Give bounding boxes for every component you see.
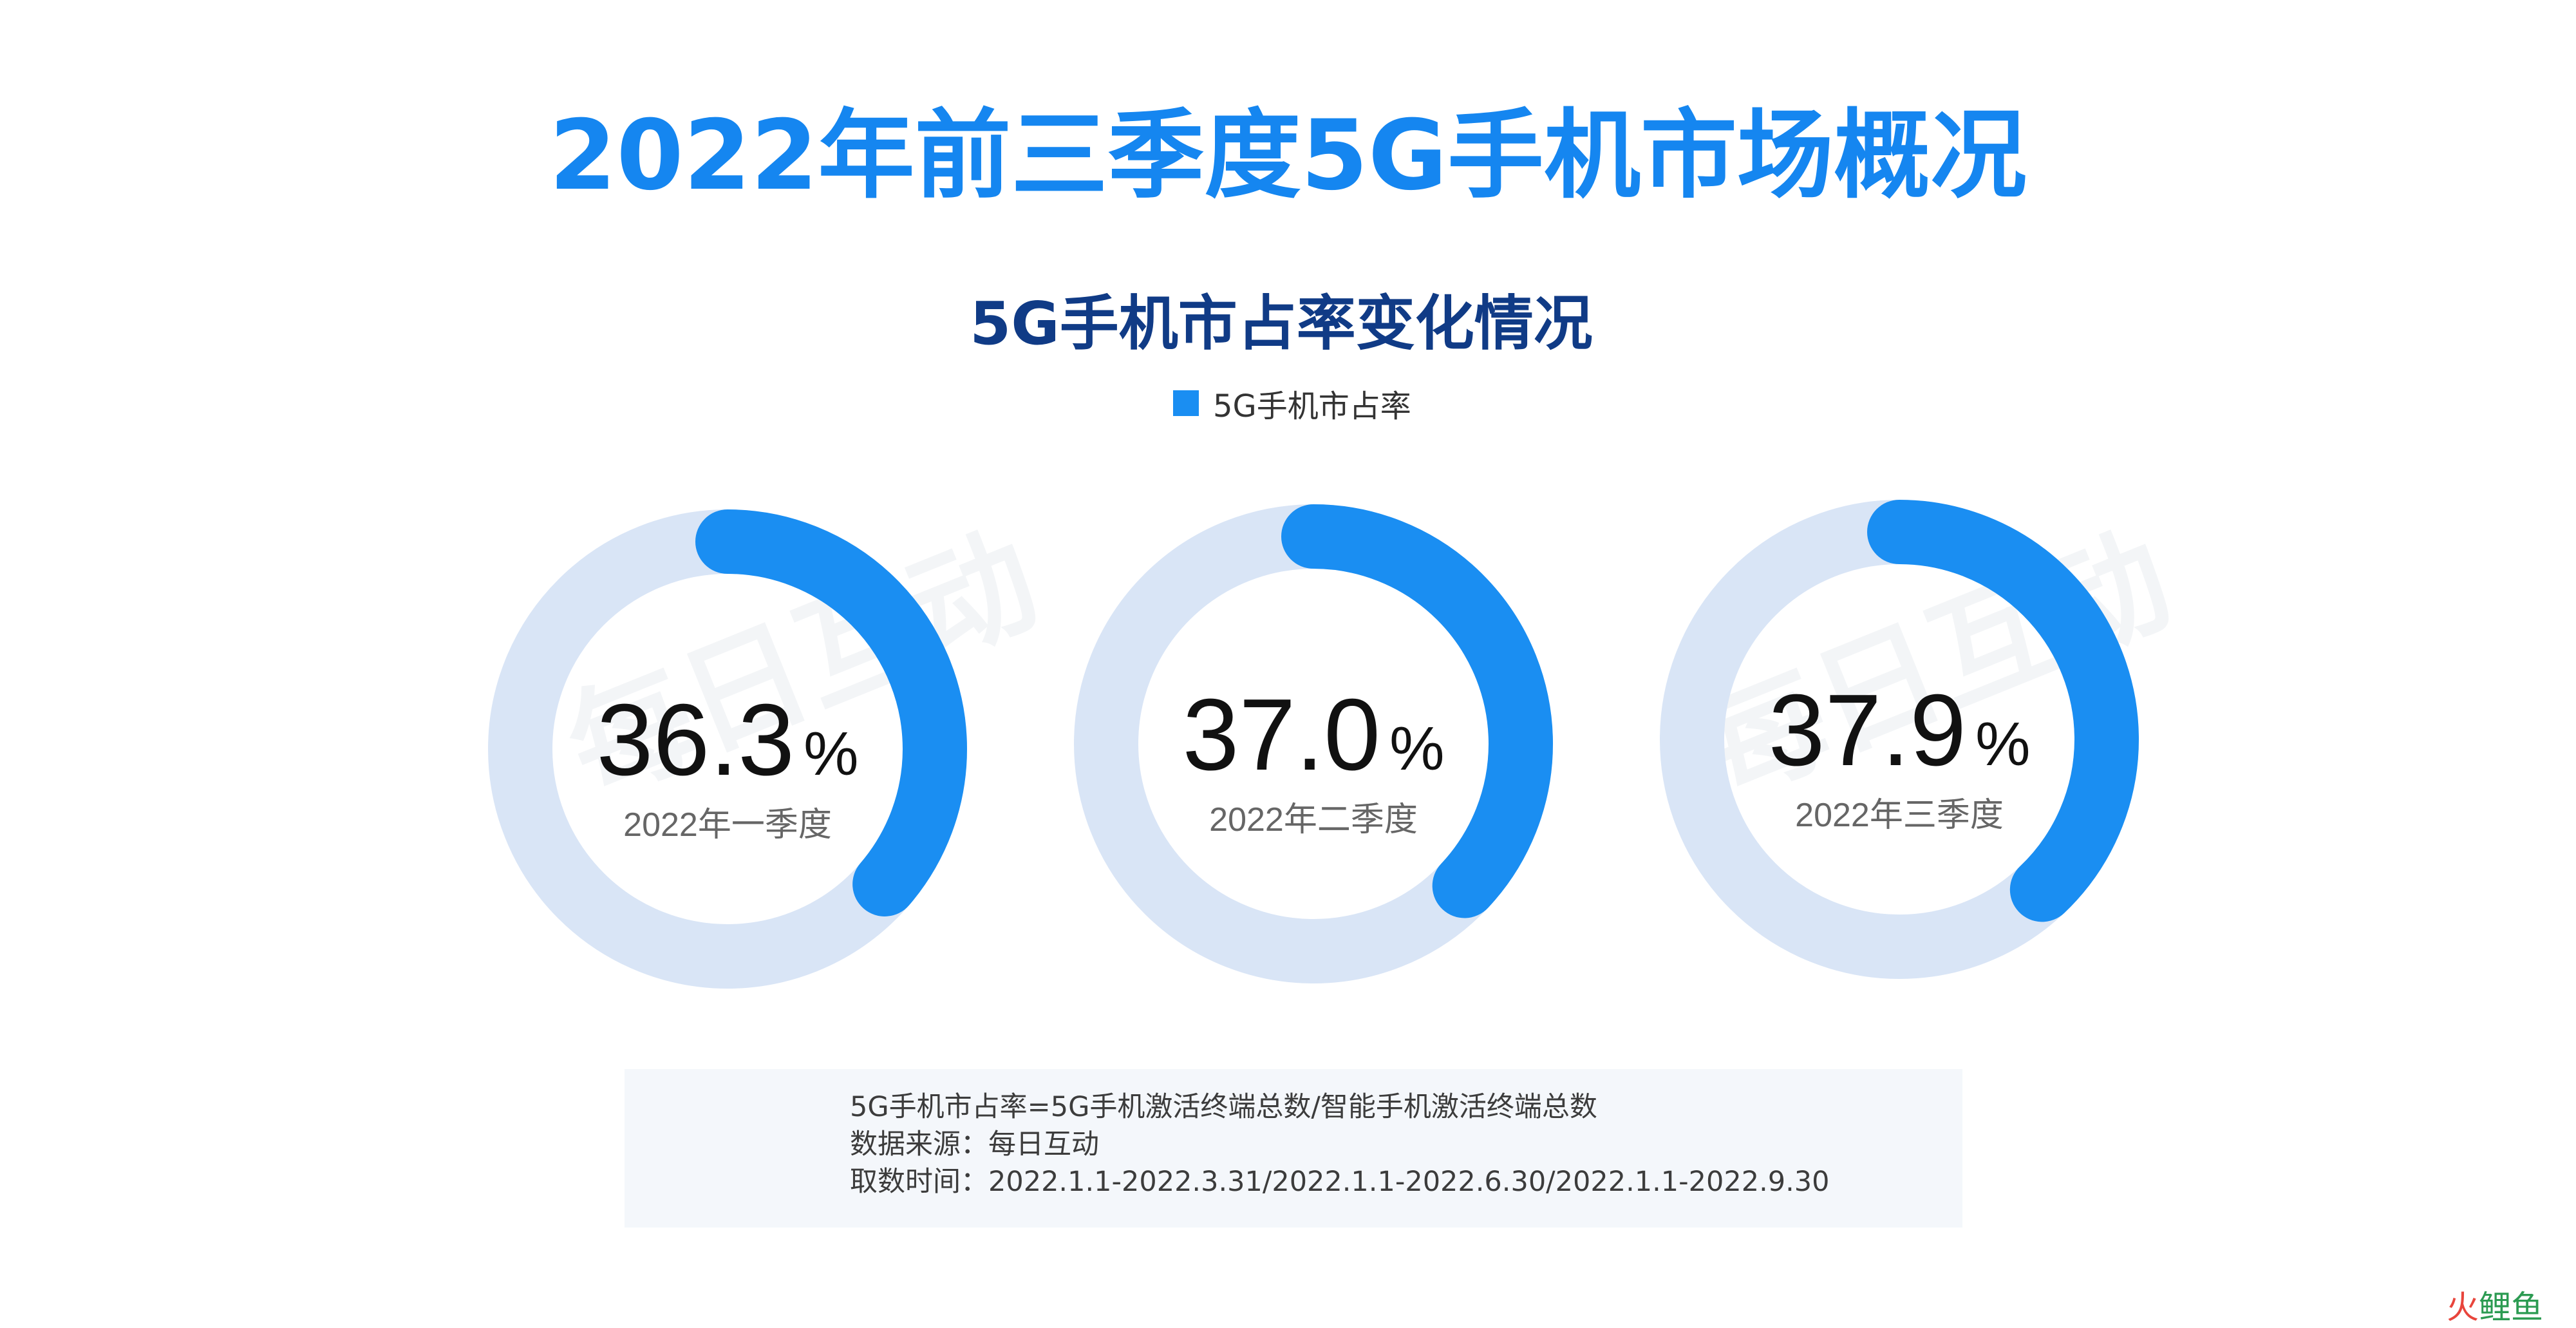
chart-title: 5G手机市占率变化情况	[970, 289, 1593, 358]
legend-swatch	[1173, 390, 1199, 416]
note-formula: 5G手机市占率=5G手机激活终端总数/智能手机激活终端总数	[850, 1091, 1597, 1123]
legend-label: 5G手机市占率	[1213, 388, 1411, 424]
category-label: 2022年三季度	[1795, 797, 2004, 834]
donut-1: 36.3 % 2022年一季度	[488, 509, 967, 989]
donut-value-arc	[488, 509, 967, 989]
data-label: 37.0%	[1183, 678, 1445, 792]
note-box: 5G手机市占率=5G手机激活终端总数/智能手机激活终端总数 数据来源：每日互动 …	[625, 1069, 1962, 1228]
note-source: 数据来源：每日互动	[850, 1128, 1099, 1161]
donut-2: 37.0 % 2022年二季度	[1074, 504, 1553, 983]
page-title: 2022年前三季度5G手机市场概况	[549, 100, 2027, 212]
chart-legend: 5G手机市占率	[1173, 384, 1411, 424]
category-label: 2022年二季度	[1209, 801, 1418, 839]
note-period: 取数时间：2022.1.1-2022.3.31/2022.1.1-2022.6.…	[850, 1166, 1830, 1198]
donut-value-arc	[1074, 504, 1553, 983]
donut-3: 37.9 % 2022年三季度	[1660, 500, 2139, 979]
data-label: 37.9%	[1769, 674, 2031, 787]
source-watermark-logo: 火鲤鱼	[2447, 1289, 2543, 1326]
category-label: 2022年一季度	[623, 806, 832, 844]
data-label: 36.3%	[597, 683, 859, 797]
donut-value-arc	[1660, 500, 2139, 979]
